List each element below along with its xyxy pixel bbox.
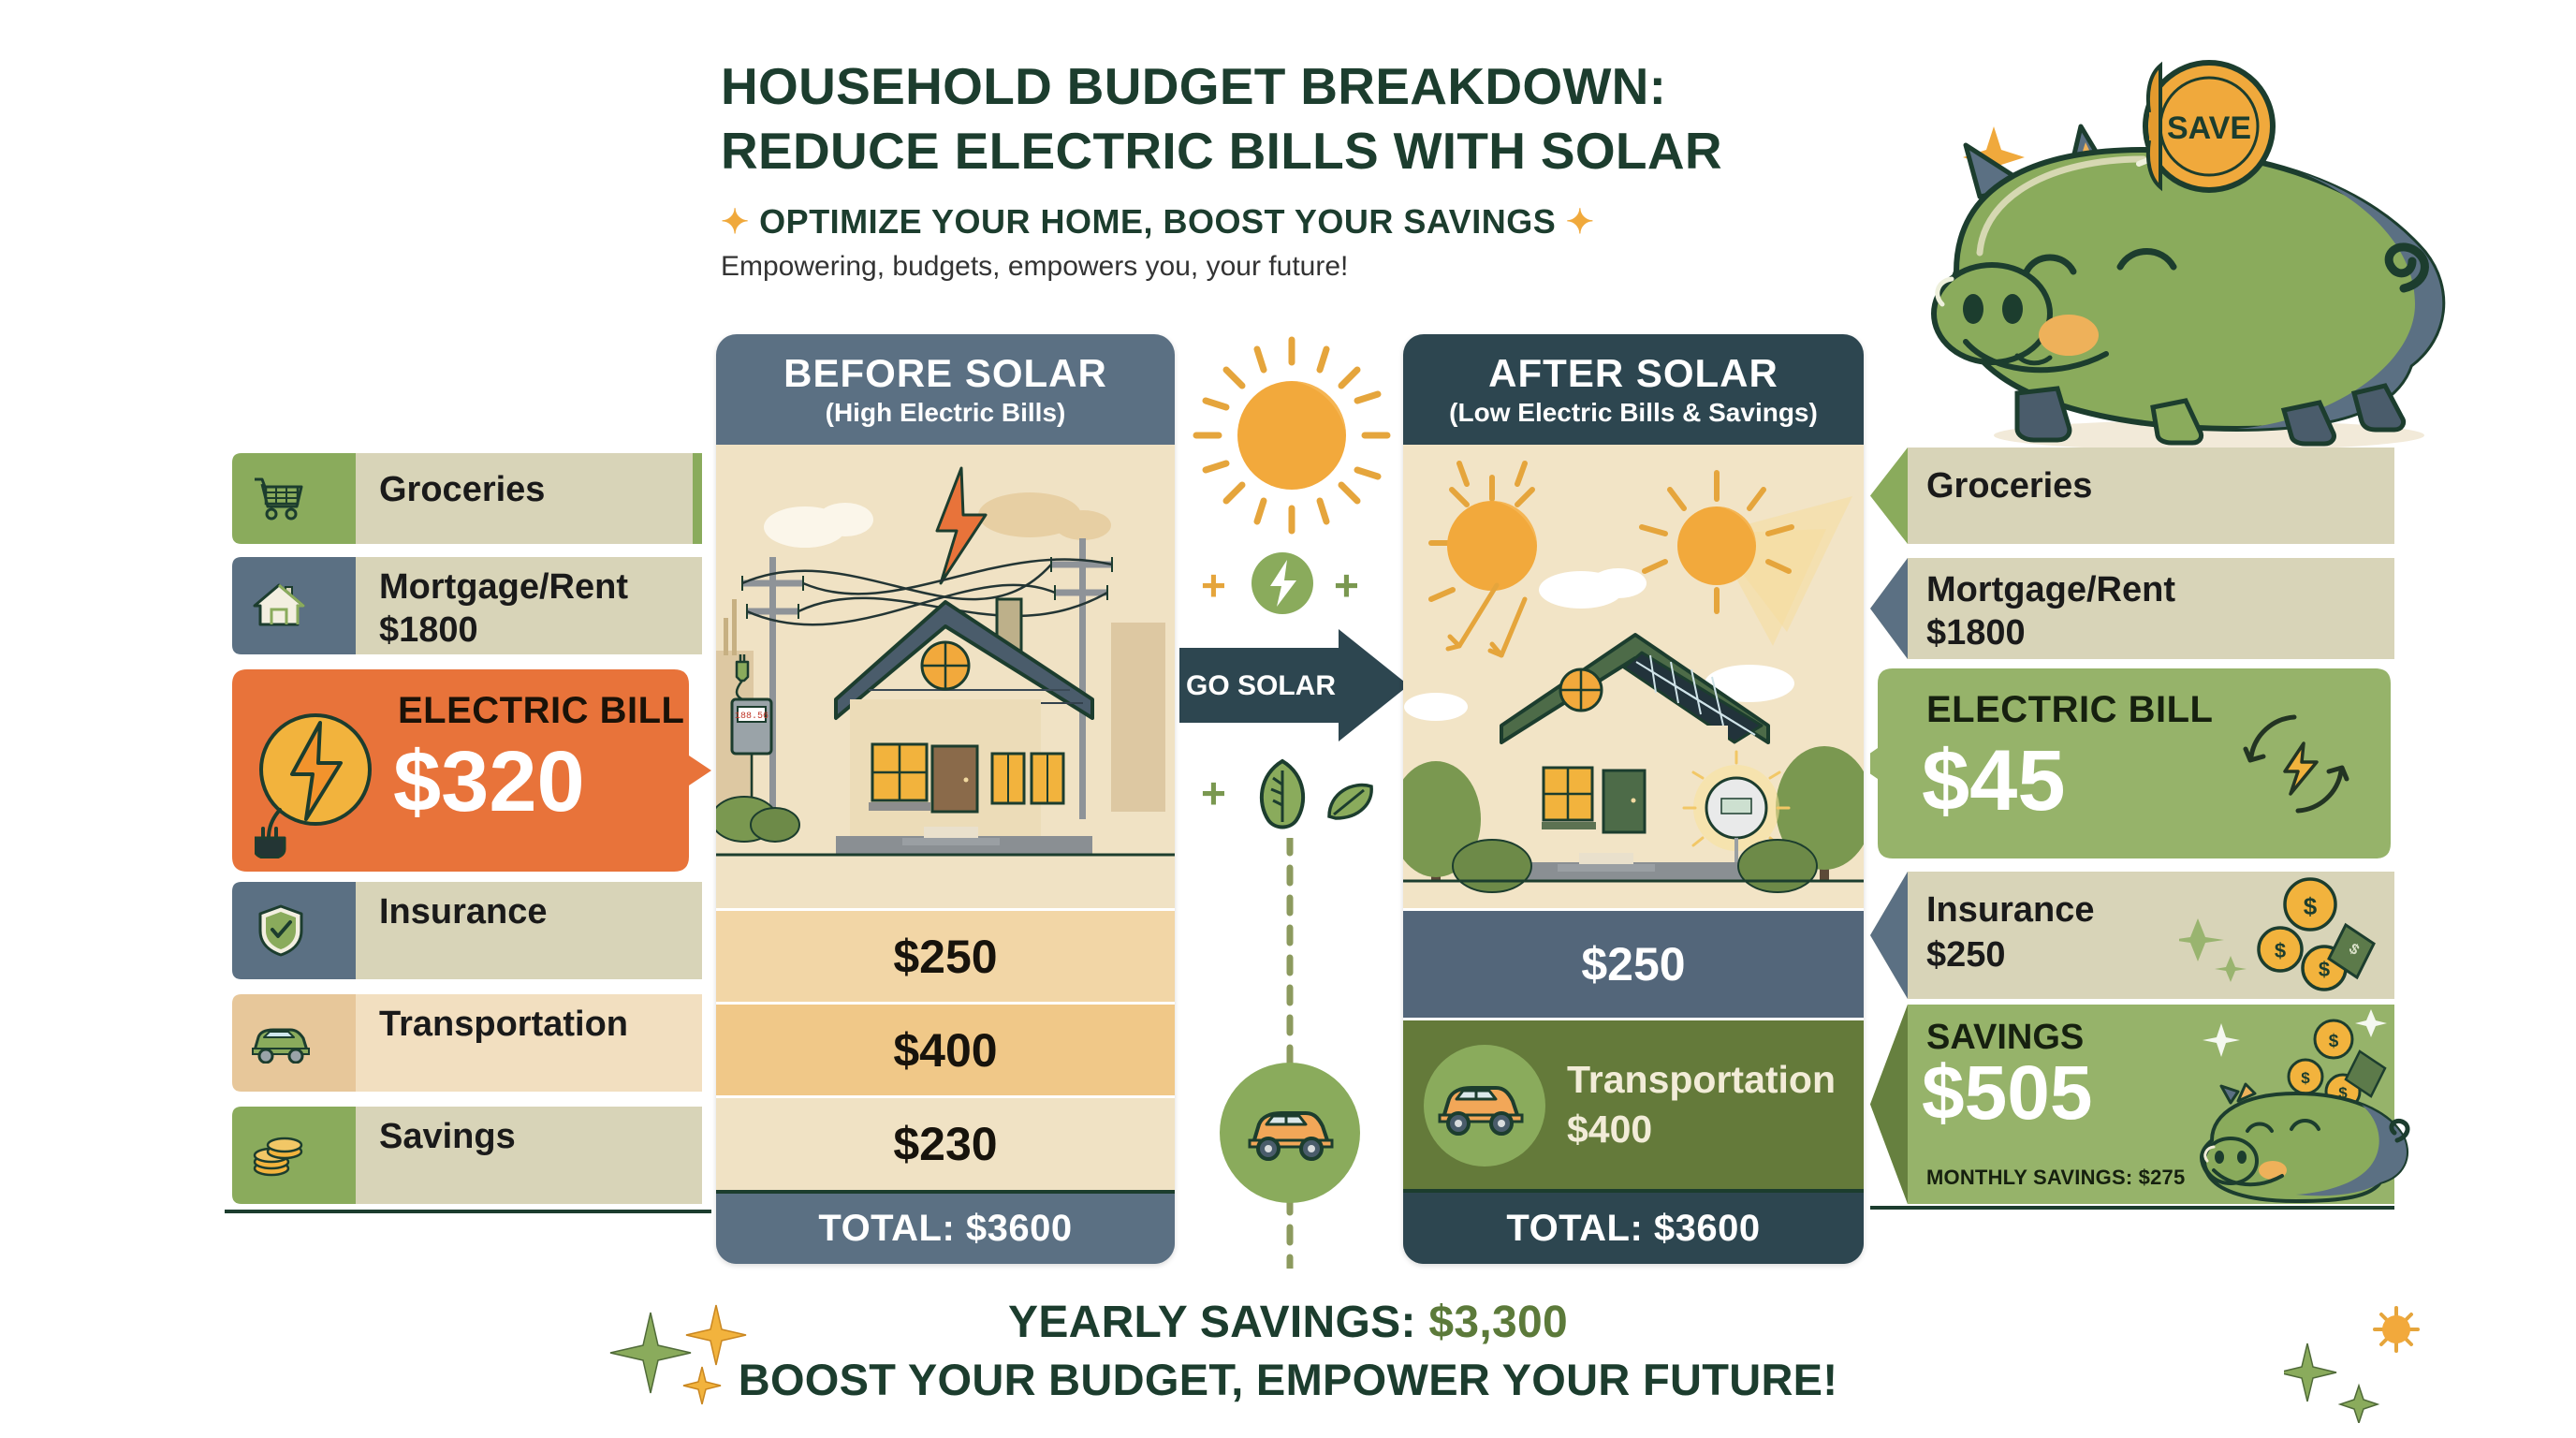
svg-text:$: $: [2301, 1069, 2310, 1087]
svg-text:SAVE: SAVE: [2167, 110, 2251, 146]
svg-text:$: $: [2304, 892, 2318, 920]
svg-text:188.56: 188.56: [735, 712, 768, 722]
svg-text:$: $: [2319, 958, 2330, 981]
svg-text:GO SOLAR: GO SOLAR: [1186, 670, 1336, 701]
svg-text:$: $: [2329, 1032, 2339, 1051]
svg-text:$: $: [2275, 939, 2286, 962]
